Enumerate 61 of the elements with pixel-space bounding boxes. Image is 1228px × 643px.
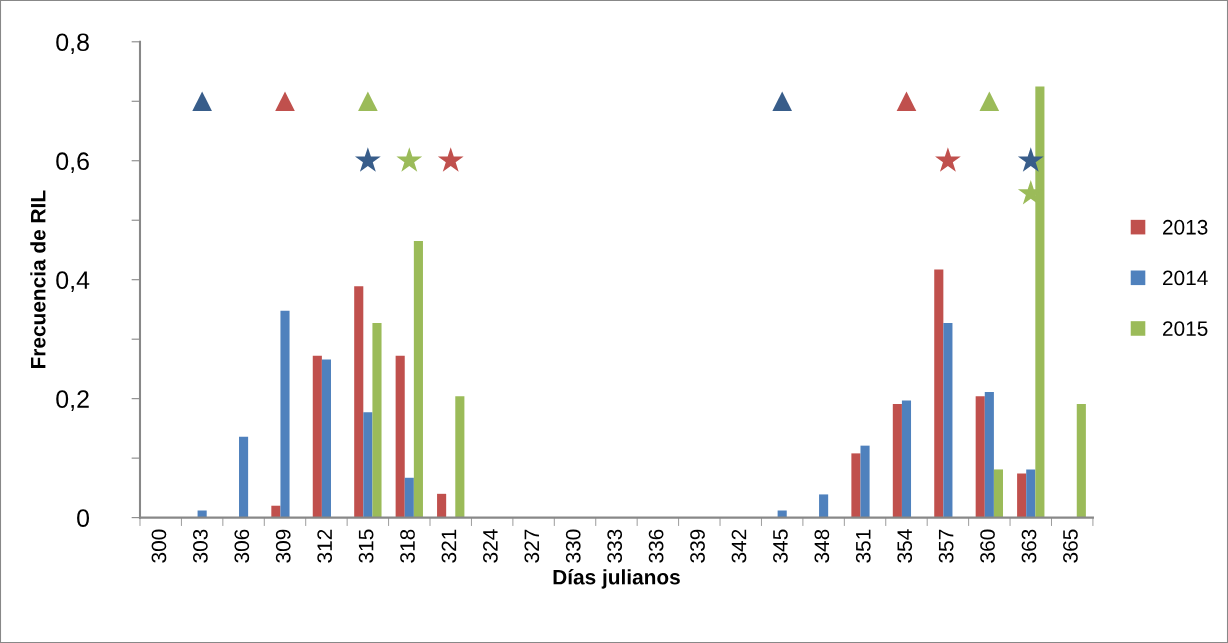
- bar: [819, 494, 829, 518]
- x-tick-label: 351: [855, 529, 871, 563]
- x-tick-label: 330: [565, 529, 581, 563]
- y-tick-label: 0,4: [56, 271, 90, 292]
- y-tick-label: 0: [77, 509, 90, 527]
- x-tick-label: 312: [317, 529, 333, 563]
- x-tick-label: 342: [731, 529, 747, 563]
- y-tick-label: 0,8: [56, 33, 89, 55]
- legend-label: 2015: [1163, 321, 1208, 336]
- x-tick-label: 303: [192, 529, 208, 563]
- x-tick-label: 357: [938, 529, 954, 563]
- bar: [437, 493, 447, 518]
- bar: [975, 396, 985, 518]
- bar: [901, 400, 912, 518]
- x-tick-label: 345: [773, 529, 788, 563]
- x-tick-label: 360: [980, 529, 995, 563]
- x-axis-title: Días julianos: [553, 569, 680, 589]
- x-tick-label: 324: [483, 529, 498, 563]
- x-tick-label: 354: [897, 529, 913, 563]
- bar: [851, 453, 861, 518]
- x-tick-label: 318: [400, 529, 415, 563]
- y-axis-title: Frecuencia de RIL: [30, 190, 46, 369]
- x-tick-label: 306: [234, 529, 250, 563]
- bar: [943, 323, 953, 518]
- x-tick-label: 348: [814, 529, 830, 563]
- x-tick-label: 336: [648, 529, 664, 563]
- bar: [777, 510, 787, 518]
- x-tick-label: 300: [151, 529, 167, 563]
- bar: [404, 477, 414, 518]
- bar: [413, 241, 423, 518]
- x-tick-label: 321: [441, 529, 457, 563]
- bar: [239, 436, 249, 518]
- bar: [984, 392, 994, 518]
- x-tick-label: 365: [1063, 529, 1078, 563]
- bar: [1026, 469, 1036, 518]
- bar: [892, 404, 902, 518]
- bar: [312, 355, 322, 518]
- bar: [455, 396, 465, 518]
- bar: [1076, 404, 1086, 518]
- bar: [354, 286, 364, 518]
- bar: [1017, 473, 1027, 518]
- bar: [860, 445, 870, 518]
- bar: [372, 323, 382, 518]
- x-tick-label: 309: [275, 529, 291, 563]
- y-tick-label: 0,2: [56, 390, 89, 411]
- x-tick-label: 339: [690, 529, 705, 563]
- x-tick-label: 327: [524, 529, 540, 563]
- bar: [271, 505, 281, 518]
- bar: [197, 510, 207, 518]
- x-tick-label: 363: [1021, 529, 1037, 563]
- bar: [363, 412, 373, 518]
- x-tick-label: 315: [358, 529, 374, 563]
- bar: [993, 469, 1004, 518]
- legend-label: 2013: [1163, 219, 1208, 235]
- legend-label: 2014: [1163, 270, 1208, 286]
- bar: [280, 310, 290, 518]
- x-tick-label: 333: [607, 529, 623, 563]
- y-tick-label: 0,6: [56, 152, 89, 174]
- bar: [321, 359, 331, 518]
- bar: [934, 269, 944, 518]
- bar: [395, 355, 405, 518]
